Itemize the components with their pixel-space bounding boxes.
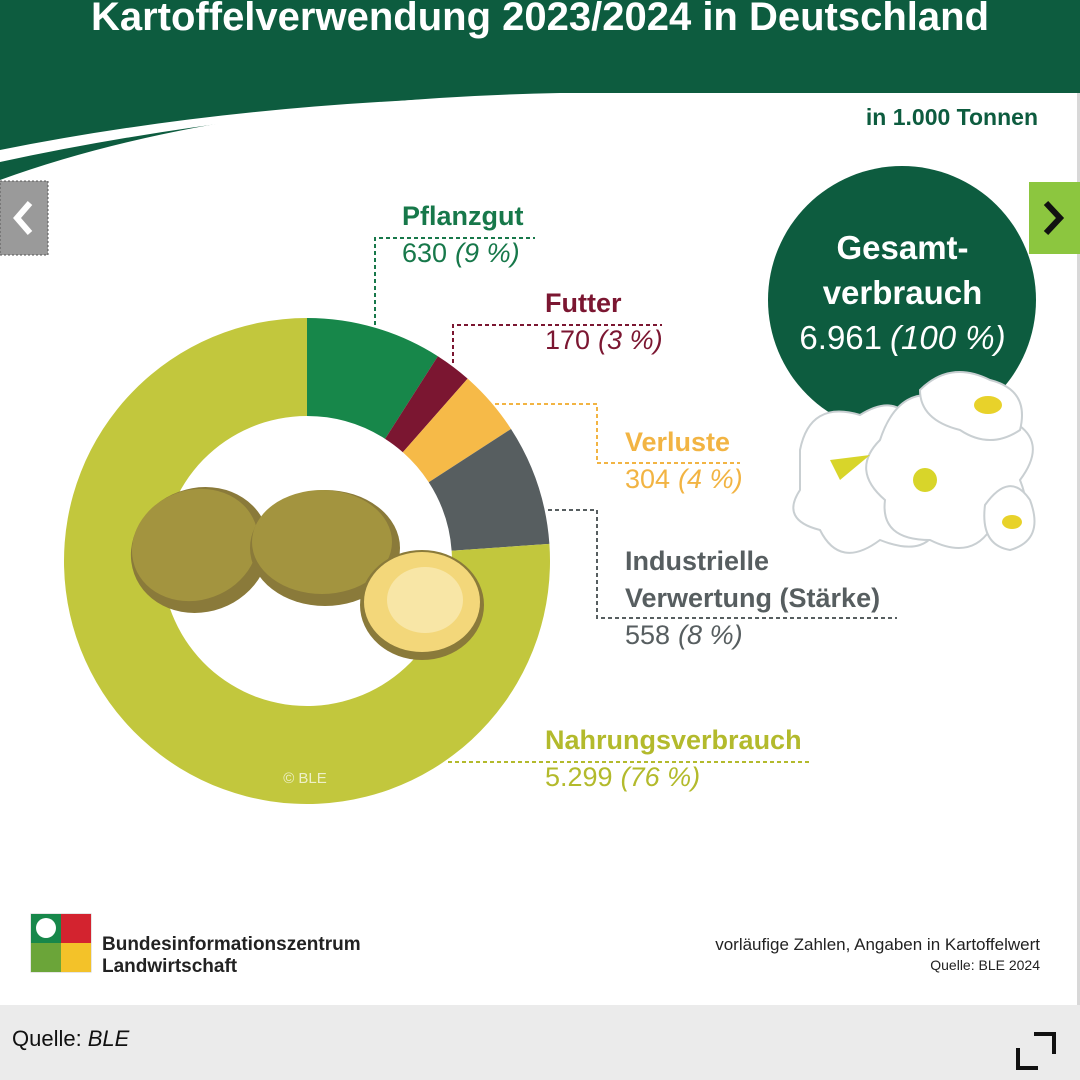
note: Quelle: BLE 2024: [930, 957, 1040, 973]
donut-segment: [385, 356, 468, 453]
value-label: 558: [625, 620, 671, 650]
value-line: 558 (8 %): [625, 617, 915, 654]
value-label: 304: [625, 464, 671, 494]
segment-label: Futter 170 (3 %): [545, 285, 845, 359]
value-label: 170: [545, 325, 591, 355]
segment-label: Nahrungsverbrauch 5.299 (76 %): [545, 722, 865, 796]
category-name: Nahrungsverbrauch: [545, 725, 802, 755]
chart-title: Kartoffelverwendung 2023/2024 in Deutsch…: [91, 0, 989, 39]
segment-label: Verluste 304 (4 %): [625, 424, 925, 498]
donut-segment: [402, 378, 512, 483]
total-value: 6.961: [799, 319, 883, 356]
prev-icon: [13, 201, 33, 235]
leader-line: [495, 403, 740, 464]
caption: Quelle: BLE: [12, 1026, 129, 1052]
watermark: © BLE: [283, 770, 327, 787]
value-label: 630: [402, 238, 448, 268]
category-name: Futter: [545, 288, 622, 318]
flowers: [792, 371, 1036, 554]
percent-label: (3 %): [598, 325, 663, 355]
percent-label: (4 %): [678, 464, 743, 494]
potatoes: [130, 487, 484, 660]
prev-button[interactable]: [0, 180, 49, 256]
note: vorläufige Zahlen, Angaben in Kartoffelw…: [715, 935, 1040, 954]
next-icon: [1043, 200, 1065, 236]
org-line: Bundesinformationszentrum: [102, 934, 361, 955]
org-line: Landwirtschaft: [102, 956, 238, 977]
total-title: Gesamt-: [836, 229, 969, 266]
logo-tree: [36, 918, 56, 938]
total-percent: (100 %): [890, 319, 1006, 356]
logo-part: [31, 943, 61, 972]
header-swoosh: [0, 93, 560, 180]
notes: vorläufige Zahlen, Angaben in Kartoffelw…: [715, 934, 1040, 976]
segment-label: Pflanzgut 630 (9 %): [402, 198, 702, 272]
expand-icon[interactable]: [1016, 1032, 1056, 1070]
donut-segment: [307, 318, 438, 439]
leader-line: [452, 324, 662, 363]
donut: [63, 317, 550, 804]
unit-note: in 1.000 Tonnen: [866, 104, 1038, 130]
total-circle: [768, 166, 1036, 434]
caption-label: Quelle:: [12, 1026, 82, 1051]
donut-segment: [428, 428, 550, 551]
value-line: 170 (3 %): [545, 322, 845, 359]
value-label: 5.299: [545, 762, 613, 792]
caption-source: BLE: [87, 1026, 130, 1051]
org-name: Bundesinformationszentrum Landwirtschaft: [102, 934, 361, 978]
header-band: [0, 0, 1080, 93]
category-name: Pflanzgut: [402, 201, 524, 231]
value-line: 304 (4 %): [625, 461, 925, 498]
value-line: 5.299 (76 %): [545, 759, 865, 796]
total-label: Gesamt- verbrauch 6.961 (100 %): [770, 225, 1035, 360]
logo-part: [61, 943, 91, 972]
category-name: Industrielle Verwertung (Stärke): [625, 546, 881, 613]
leader-line: [548, 509, 897, 619]
donut-segment: [63, 317, 550, 804]
logo-part: [61, 914, 91, 943]
leader-line: [374, 237, 535, 325]
percent-label: (76 %): [620, 762, 701, 792]
total-title: verbrauch: [822, 274, 983, 311]
next-button[interactable]: [1029, 182, 1080, 254]
percent-label: (9 %): [455, 238, 520, 268]
value-line: 630 (9 %): [402, 235, 702, 272]
segment-label: Industrielle Verwertung (Stärke) 558 (8 %): [625, 543, 915, 654]
percent-label: (8 %): [678, 620, 743, 650]
category-name: Verluste: [625, 427, 731, 457]
